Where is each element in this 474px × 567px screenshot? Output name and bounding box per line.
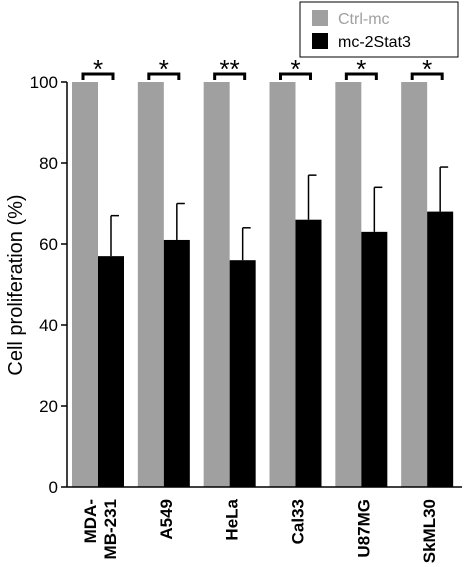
bars-layer <box>72 82 454 487</box>
significance-marker-skml30: * <box>422 54 432 84</box>
category-labels: MDA-MB-231 A549 HeLa Cal33 U87MG SkML30 <box>81 498 439 563</box>
bar-ctrl-mc-skml30 <box>401 82 428 487</box>
legend-label-mc-2stat3: mc-2Stat3 <box>338 34 411 51</box>
bar-ctrl-mc-cal33 <box>269 82 296 487</box>
legend-label-ctrl-mc: Ctrl-mc <box>338 11 390 28</box>
y-tick-label-0: 0 <box>49 478 58 497</box>
bar-mc-2stat3-mda-mb-231 <box>98 256 124 487</box>
significance-bracket-u87mg <box>344 72 378 80</box>
significance-marker-cal33: * <box>290 54 300 84</box>
bar-ctrl-mc-mda-mb-231 <box>72 82 98 487</box>
bar-ctrl-mc-u87mg <box>335 82 362 487</box>
significance-marker-hela: ** <box>220 54 240 84</box>
legend: Ctrl-mc mc-2Stat3 <box>299 1 459 58</box>
legend-swatch-ctrl-mc <box>312 10 328 26</box>
category-label-a549: A549 <box>157 499 176 540</box>
significance-bracket-cal33 <box>279 72 312 80</box>
significance-marker-u87mg: * <box>356 54 366 84</box>
y-axis-title: Cell proliferation (%) <box>5 194 27 375</box>
significance-bracket-hela <box>213 72 247 80</box>
significance-layer: * * ** * * * <box>81 54 444 84</box>
category-label-hela: HeLa <box>223 498 242 540</box>
bar-mc-2stat3-u87mg <box>361 231 388 487</box>
legend-swatch-mc-2stat3 <box>312 33 328 49</box>
y-tick-label-60: 60 <box>39 235 58 254</box>
bar-mc-2stat3-skml30 <box>427 211 454 487</box>
significance-marker-a549: * <box>159 54 169 84</box>
category-label-u87mg: U87MG <box>354 499 373 558</box>
category-label-cal33: Cal33 <box>288 499 307 544</box>
category-label-skml30: SkML30 <box>420 499 439 563</box>
category-label-mda-mb-231: MDA-MB-231 <box>81 499 120 559</box>
y-tick-label-80: 80 <box>39 154 58 173</box>
y-tick-label-100: 100 <box>30 73 58 92</box>
y-tick-label-40: 40 <box>39 316 58 335</box>
bar-mc-2stat3-a549 <box>163 239 190 487</box>
bar-mc-2stat3-hela <box>229 260 256 487</box>
bar-mc-2stat3-cal33 <box>295 219 322 487</box>
bar-ctrl-mc-a549 <box>137 82 164 487</box>
significance-marker-mda-mb-231: * <box>93 54 103 84</box>
significance-bracket-mda-mb-231 <box>81 72 115 80</box>
y-tick-label-20: 20 <box>39 397 58 416</box>
axes: 0 20 40 60 80 100 <box>30 73 462 497</box>
error-bars-layer <box>110 166 449 261</box>
significance-bracket-skml30 <box>410 72 444 80</box>
bar-ctrl-mc-hela <box>203 82 230 487</box>
significance-bracket-a549 <box>147 72 181 80</box>
